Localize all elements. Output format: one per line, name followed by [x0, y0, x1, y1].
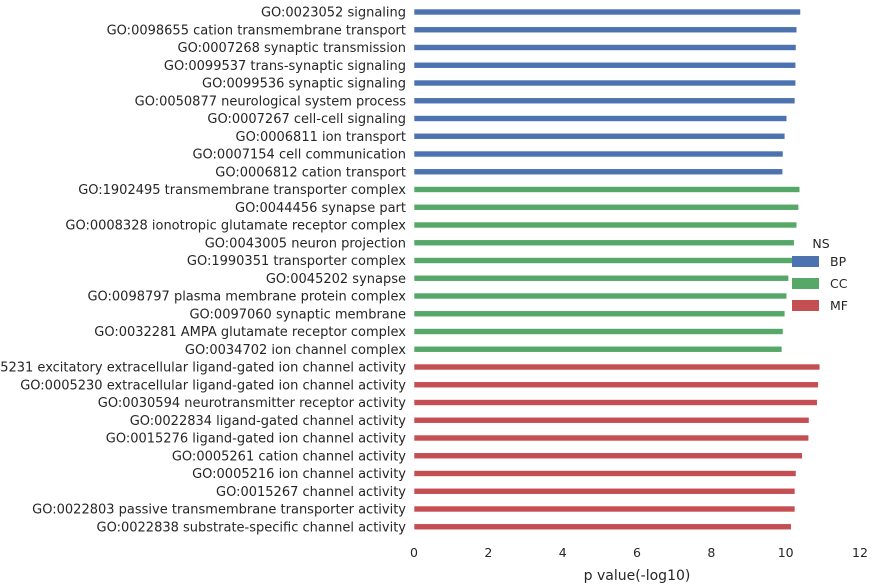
category-label: GO:0022803 passive transmembrane transpo…	[32, 503, 406, 518]
bar-24	[413, 416, 810, 424]
category-label: GO:0007268 synaptic transmission	[178, 41, 406, 56]
x-tick-label: 10	[778, 545, 794, 560]
category-label: GO:0034702 ion channel complex	[185, 343, 406, 358]
x-tick-label: 8	[707, 545, 715, 560]
bar-14	[413, 239, 795, 247]
category-label: GO:0006811 ion transport	[236, 130, 407, 145]
legend-title: NS	[812, 236, 829, 251]
category-label: GO:1990351 transporter complex	[187, 254, 406, 269]
category-label: GO:0022834 ligand-gated channel activity	[130, 414, 407, 429]
category-label: GO:0032281 AMPA glutamate receptor compl…	[94, 325, 406, 340]
legend-label-cc: CC	[830, 276, 848, 291]
bar-13	[413, 221, 798, 229]
legend-swatch-bp	[792, 256, 819, 267]
bar-18	[413, 310, 786, 318]
category-labels: GO:0023052 signaling GO:0098655 cation tr…	[0, 6, 406, 536]
category-label: GO:0050877 neurological system process	[135, 94, 407, 109]
bar-3	[413, 44, 797, 51]
bar-10	[413, 168, 783, 176]
category-label: GO:1902495 transmembrane transporter com…	[78, 183, 406, 198]
legend-label-mf: MF	[830, 298, 848, 313]
bar-8	[413, 132, 786, 140]
category-label: GO:0007267 cell-cell signaling	[207, 112, 406, 127]
bar-6	[413, 97, 796, 105]
bar-22	[413, 381, 819, 389]
category-label: GO:0005231 excitatory extracellular liga…	[0, 361, 406, 376]
category-label: GO:0044456 synapse part	[235, 201, 406, 216]
category-label: GO:0099537 trans-synaptic signaling	[164, 59, 406, 74]
bar-4	[413, 61, 797, 69]
category-label: GO:0030594 neurotransmitter receptor act…	[98, 396, 407, 411]
bar-23	[413, 399, 818, 406]
bar-19	[413, 328, 784, 335]
category-label: GO:0022838 substrate-specific channel ac…	[97, 520, 407, 535]
bar-16	[413, 274, 789, 282]
legend-swatch-cc	[792, 278, 819, 289]
bar-20	[413, 345, 783, 353]
category-label: GO:0098655 cation transmembrane transpor…	[107, 23, 406, 38]
x-tick-label: 6	[633, 545, 641, 560]
category-label: GO:0043005 neuron projection	[205, 236, 406, 251]
category-label: GO:0099536 synaptic signaling	[202, 77, 406, 92]
x-tick-label: 4	[559, 545, 567, 560]
bar-28	[413, 487, 796, 495]
bar-30	[413, 523, 792, 531]
bar-1	[413, 8, 801, 16]
x-axis-title: p value(-log10)	[584, 568, 691, 584]
category-label: GO:0005216 ion channel activity	[192, 467, 406, 482]
legend-label-bp: BP	[830, 254, 847, 269]
category-label: GO:0097060 synaptic membrane	[189, 307, 406, 322]
bar-11	[413, 186, 801, 193]
bar-5	[413, 79, 797, 87]
bar-25	[413, 434, 810, 442]
bar-26	[413, 452, 803, 460]
legend-swatch-mf	[792, 300, 819, 311]
x-tick-label: 2	[484, 545, 492, 560]
bar-21	[413, 363, 821, 371]
bar-27	[413, 470, 797, 477]
bar-15	[413, 257, 793, 264]
category-label: GO:0098797 plasma membrane protein compl…	[87, 290, 406, 305]
category-label: GO:0015276 ligand-gated ion channel acti…	[106, 432, 407, 447]
category-label: GO:0023052 signaling	[261, 6, 406, 21]
category-label: GO:0045202 synapse	[266, 272, 406, 287]
bar-7	[413, 115, 788, 122]
category-label: GO:0005261 cation channel activity	[172, 449, 406, 464]
category-label: GO:0008328 ionotropic glutamate receptor…	[65, 219, 406, 234]
category-label: GO:0006812 cation transport	[215, 165, 406, 180]
bar-29	[413, 505, 796, 513]
category-label: GO:0007154 cell communication	[192, 148, 406, 163]
x-axis: 0 2 4 6 8 10 12	[410, 545, 868, 560]
category-label: GO:0015267 channel activity	[216, 485, 406, 500]
category-label: GO:0005230 extracellular ligand-gated io…	[20, 378, 406, 393]
x-tick-label: 0	[410, 545, 418, 560]
bar-2	[413, 26, 798, 34]
bar-17	[413, 292, 788, 300]
x-tick-label: 12	[852, 545, 868, 560]
bar-9	[413, 150, 784, 158]
bars-group	[413, 8, 821, 531]
bar-12	[413, 203, 799, 211]
